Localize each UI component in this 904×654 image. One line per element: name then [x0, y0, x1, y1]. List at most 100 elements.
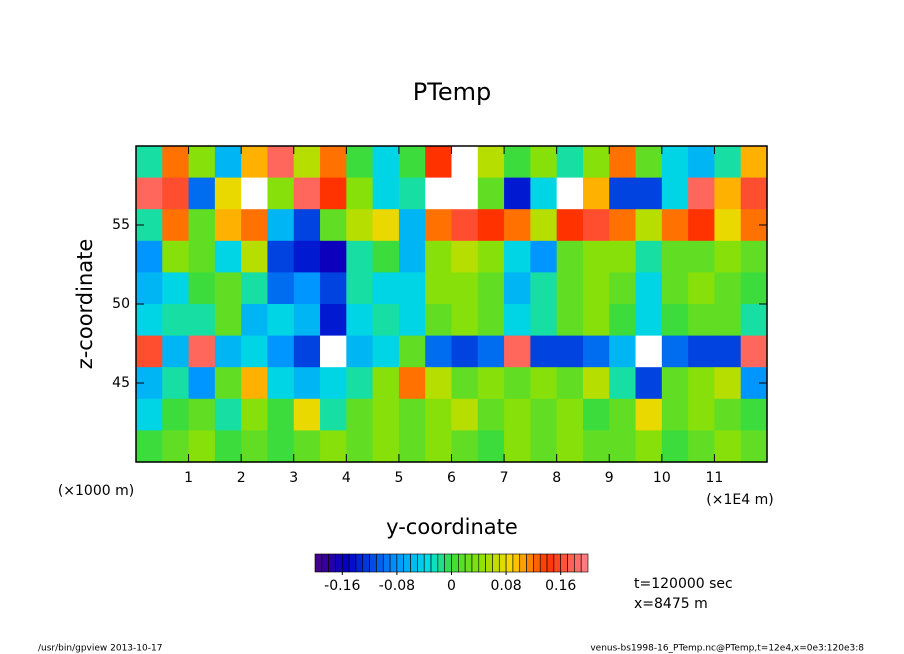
heat-cell [688, 335, 716, 368]
heat-cell [267, 272, 295, 305]
heat-cell [267, 304, 295, 337]
heat-cell [372, 177, 400, 210]
heat-cell [346, 240, 374, 273]
heat-cell [609, 146, 637, 179]
heat-cell [661, 367, 689, 400]
heat-cell [451, 304, 479, 337]
heat-cell [162, 304, 190, 337]
heat-cell [267, 335, 295, 368]
heat-cell [740, 146, 768, 179]
annotation: t=120000 sec [634, 576, 733, 592]
heat-cell [346, 304, 374, 337]
colorbar-box [505, 553, 514, 573]
heat-cell [188, 146, 216, 179]
heat-cell [556, 272, 584, 305]
heat-cell [451, 272, 479, 305]
heat-cell [530, 304, 558, 337]
heat-cell [556, 177, 584, 210]
colorbar-box [417, 553, 425, 573]
heat-cell [714, 272, 742, 305]
heat-cell [320, 177, 347, 210]
colorbar-box [389, 553, 398, 573]
heat-cell [372, 146, 400, 179]
heat-cell [214, 398, 242, 431]
colorbar-box [335, 553, 343, 573]
heat-cell [477, 272, 505, 305]
x-tick-label: 11 [706, 470, 724, 486]
footer: /usr/bin/gpview 2013-10-17 [38, 644, 162, 654]
heat-cell [425, 272, 453, 305]
heat-cell [267, 240, 295, 273]
heat-cell [320, 209, 347, 242]
heat-cell [477, 209, 505, 242]
heat-cell [556, 398, 584, 431]
colorbar-tick-label: -0.16 [324, 578, 360, 594]
heat-cell [688, 209, 716, 242]
colorbar-box [444, 553, 452, 573]
heat-cell [530, 146, 558, 179]
colorbar-box [355, 553, 364, 573]
heat-cell [504, 209, 531, 242]
colorbar-box [423, 553, 432, 573]
colorbar-box [574, 553, 582, 573]
heat-cell [241, 272, 269, 305]
heat-cell [162, 335, 190, 368]
heat-cell [504, 430, 531, 463]
heat-cell [688, 240, 716, 273]
heat-cell [609, 209, 637, 242]
heat-cell [398, 146, 426, 179]
heat-cell [477, 146, 505, 179]
heat-cell [477, 367, 505, 400]
heat-cell [372, 430, 400, 463]
colorbar-box [376, 553, 384, 573]
heat-cell [530, 335, 558, 368]
heat-cell [214, 146, 242, 179]
heat-cell [136, 335, 163, 368]
heat-cell [661, 240, 689, 273]
heat-cell [740, 430, 768, 463]
y-tick-label: 55 [112, 217, 130, 233]
colorbar-box [533, 553, 541, 573]
colorbar-box [314, 553, 323, 573]
heat-cell [661, 177, 689, 210]
x-tick-label: 2 [237, 470, 246, 486]
colorbar-box [580, 553, 589, 573]
heat-cell [346, 398, 374, 431]
heat-cell [556, 240, 584, 273]
heat-cell [346, 335, 374, 368]
heat-cell [293, 304, 321, 337]
heat-cell [372, 240, 400, 273]
heat-cell [714, 398, 742, 431]
heat-cell [714, 304, 742, 337]
heat-cell [635, 335, 663, 368]
x-unit-right: (×1E4 m) [706, 492, 773, 508]
heat-cell [293, 272, 321, 305]
colorbar-box [485, 553, 493, 573]
heat-cell [451, 240, 479, 273]
heat-cell [661, 335, 689, 368]
heat-cell [609, 367, 637, 400]
heat-cell [425, 209, 453, 242]
heat-cell [556, 209, 584, 242]
heat-cell [635, 146, 663, 179]
y-tick-label: 50 [112, 296, 130, 312]
colorbar-box [341, 553, 350, 573]
heat-cell [609, 430, 637, 463]
heat-cell [241, 209, 269, 242]
heat-cell [425, 430, 453, 463]
heat-cell [582, 209, 610, 242]
colorbar-box [519, 553, 527, 573]
colorbar-box [539, 553, 548, 573]
heat-cell [372, 367, 400, 400]
x-tick-label: 9 [605, 470, 614, 486]
heat-cell [398, 240, 426, 273]
heat-cell [398, 209, 426, 242]
heat-cell [267, 177, 295, 210]
heat-cell [214, 367, 242, 400]
heat-cell [582, 272, 610, 305]
heat-cell [635, 272, 663, 305]
heat-cell [477, 304, 505, 337]
heat-cell [740, 335, 768, 368]
heat-cell [609, 177, 637, 210]
